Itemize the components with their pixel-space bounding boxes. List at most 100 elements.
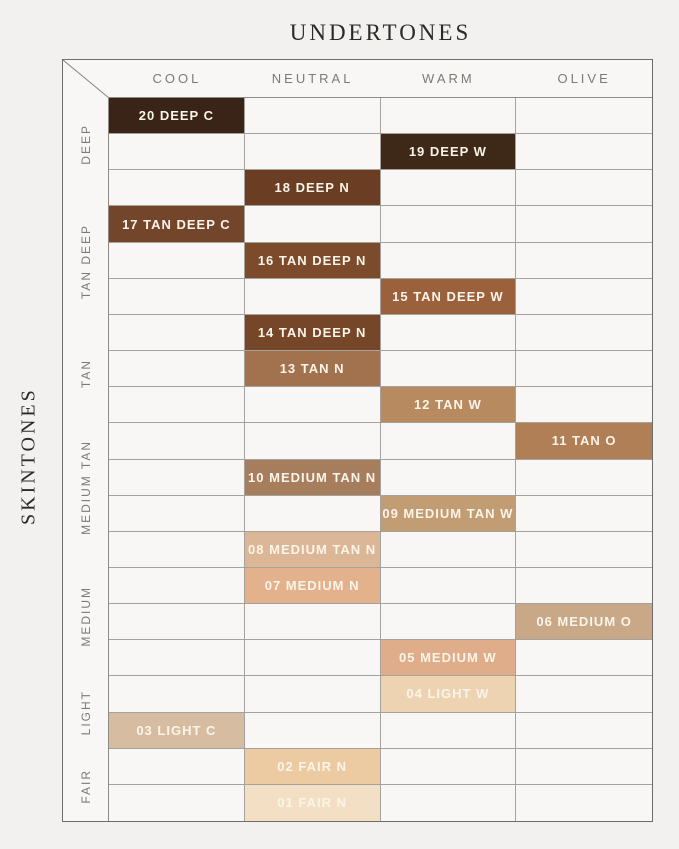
- undertones-axis-title: UNDERTONES: [289, 20, 472, 45]
- shade-cell: [516, 387, 652, 424]
- shade-cell: [516, 749, 652, 785]
- shade-cell: [244, 387, 381, 424]
- shade-swatch: 13 TAN N: [244, 351, 381, 388]
- shade-grid: 20 DEEP C 19 DEEP W 18 DEEP N 17 TAN DEEP C…: [109, 98, 652, 821]
- skintone-group-label: MEDIUM: [78, 586, 93, 647]
- skintone-group-deep: DEEP: [63, 98, 108, 190]
- shade-cell: [109, 242, 245, 279]
- skintone-group-tan-deep: TAN DEEP: [63, 190, 108, 334]
- shade-cell: [109, 495, 245, 532]
- shade-cell: [109, 640, 245, 677]
- shade-cell: [109, 387, 245, 424]
- shade-swatch: 17 TAN DEEP C: [109, 206, 245, 243]
- shade-cell: [380, 314, 517, 352]
- skintone-group-label: LIGHT: [78, 689, 93, 735]
- shade-cell: [244, 495, 381, 532]
- shade-cell: [244, 604, 381, 641]
- column-header-olive: OLIVE: [557, 71, 611, 86]
- skintones-axis-title: SKINTONES: [17, 387, 40, 525]
- shade-cell: [516, 496, 652, 532]
- shade-cell: [380, 170, 517, 207]
- shade-swatch: 10 MEDIUM TAN N: [244, 459, 381, 496]
- shade-swatch: 11 TAN O: [516, 423, 652, 460]
- shade-cell: [109, 314, 245, 352]
- undertone-header-row: COOL NEUTRAL WARM OLIVE: [109, 60, 652, 98]
- shade-cell: [516, 243, 652, 279]
- shade-cell: [380, 459, 517, 496]
- shade-cell: [381, 784, 517, 821]
- shade-swatch: 14 TAN DEEP N: [244, 314, 381, 352]
- shade-cell: [109, 567, 245, 605]
- skintone-group-label: DEEP: [78, 123, 93, 165]
- shade-swatch: 06 MEDIUM O: [516, 604, 652, 641]
- skintone-group-tan: TAN: [63, 334, 108, 414]
- shade-cell: [244, 712, 381, 749]
- shade-cell: [244, 98, 381, 135]
- shade-cell: [516, 98, 652, 135]
- shade-swatch: 16 TAN DEEP N: [244, 242, 381, 279]
- shade-swatch: 03 LIGHT C: [109, 712, 245, 749]
- column-header-warm: WARM: [422, 71, 475, 86]
- shade-swatch: 01 FAIR N: [244, 784, 381, 821]
- shade-cell: [380, 748, 517, 785]
- shade-cell: [244, 206, 381, 243]
- shade-cell: [516, 170, 652, 207]
- shade-swatch: 07 MEDIUM N: [244, 567, 381, 605]
- shade-swatch: 19 DEEP W: [380, 134, 517, 171]
- shade-cell: [380, 423, 517, 460]
- shade-swatch: 15 TAN DEEP W: [380, 278, 517, 315]
- shade-swatch: 12 TAN W: [380, 387, 517, 424]
- shade-cell: [109, 531, 245, 568]
- shade-cell: [109, 351, 245, 388]
- shade-cell: [516, 279, 652, 315]
- shade-cell: [109, 170, 245, 207]
- skintone-group-fair: FAIR: [63, 752, 108, 821]
- skintone-group-medium: MEDIUM: [63, 560, 108, 672]
- skintone-group-label: MEDIUM TAN: [78, 439, 93, 535]
- skintone-group-label: FAIR: [78, 769, 93, 804]
- shade-cell: [516, 206, 652, 243]
- shade-cell: [109, 134, 245, 171]
- column-header-cool: COOL: [152, 71, 202, 86]
- shade-cell: [244, 278, 381, 315]
- shade-cell: [109, 278, 245, 315]
- shade-cell: [244, 134, 381, 171]
- shade-cell: [516, 785, 652, 821]
- shade-cell: [380, 604, 517, 641]
- shade-cell: [109, 784, 245, 821]
- skintone-group-label: TAN DEEP: [78, 224, 93, 300]
- shade-swatch: 09 MEDIUM TAN W: [380, 495, 517, 532]
- shade-cell: [516, 134, 652, 171]
- shade-cell: [516, 568, 652, 605]
- shade-cell: [244, 676, 381, 713]
- shade-cell: [380, 351, 517, 388]
- shade-cell: [516, 713, 652, 749]
- shade-cell: [109, 748, 245, 785]
- shade-swatch: 02 FAIR N: [244, 748, 381, 785]
- shade-cell: [516, 676, 652, 713]
- skintone-group-label: TAN: [78, 359, 93, 389]
- shade-cell: [244, 423, 381, 460]
- shade-swatch: 20 DEEP C: [109, 98, 245, 135]
- shade-swatch: 05 MEDIUM W: [380, 640, 517, 677]
- skintone-group-column: DEEP TAN DEEP TAN MEDIUM TAN MEDIUM LIGHT FAIR: [63, 98, 109, 821]
- shade-cell: [109, 459, 245, 496]
- shade-cell: [109, 423, 245, 460]
- shade-matrix: COOL NEUTRAL WARM OLIVE DEEP TAN DEEP TAN MEDI…: [62, 59, 653, 822]
- shade-cell: [380, 567, 517, 605]
- shade-cell: [516, 460, 652, 496]
- shade-cell: [380, 712, 517, 749]
- shade-cell: [516, 532, 652, 568]
- shade-cell: [109, 604, 245, 641]
- shade-cell: [380, 531, 517, 568]
- shade-swatch: 04 LIGHT W: [380, 676, 517, 713]
- shade-swatch: 18 DEEP N: [244, 170, 381, 207]
- shade-cell: [244, 640, 381, 677]
- shade-cell: [380, 242, 517, 279]
- corner-diagonal-line: [63, 60, 109, 98]
- skintone-group-light: LIGHT: [63, 672, 108, 752]
- shade-cell: [380, 206, 517, 243]
- column-header-neutral: NEUTRAL: [271, 71, 354, 86]
- skintone-group-medium-tan: MEDIUM TAN: [63, 414, 108, 560]
